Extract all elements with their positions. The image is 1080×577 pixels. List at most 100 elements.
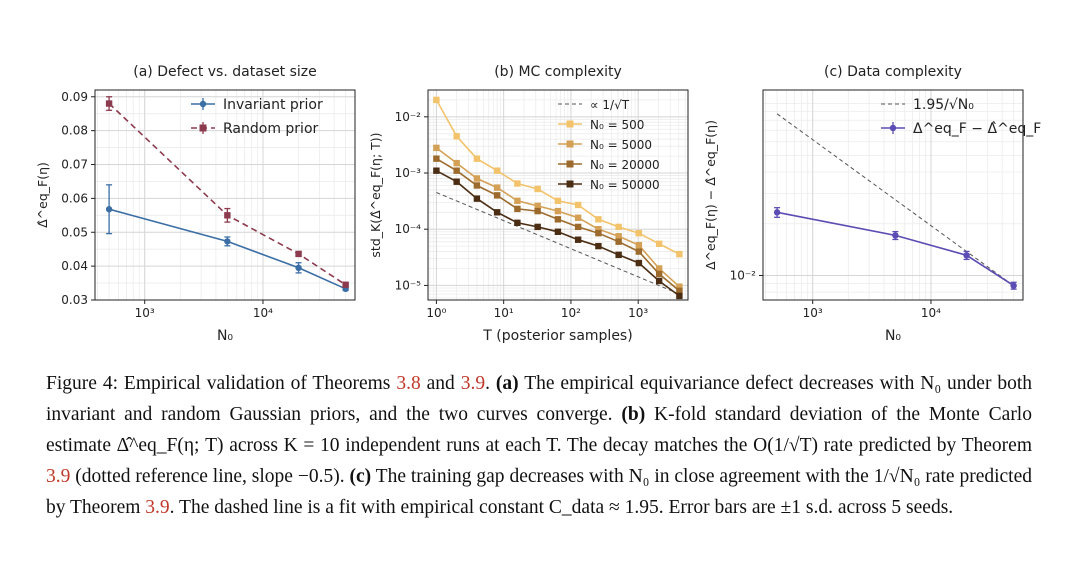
data-point [224,212,231,219]
caption-ref-theorem[interactable]: 3.8 [396,373,421,394]
x-tick-label: 10⁴ [253,306,273,320]
data-point [655,240,663,248]
legend-label: N₀ = 5000 [590,138,652,152]
data-point [615,238,622,245]
data-point [433,155,440,162]
data-point [615,223,622,231]
legend-label: Invariant prior [223,97,323,113]
legend-marker [566,160,574,168]
caption-tag-b: (b) [621,404,646,425]
data-point [514,219,521,227]
legend-marker [566,120,574,128]
series-line [776,211,1015,287]
legend-marker [199,124,207,132]
data-point [963,252,970,259]
y-tick-label: 0.07 [61,158,88,172]
legend-label: N₀ = 20000 [590,158,660,172]
data-point [433,144,440,152]
series-3 [433,155,683,295]
figure: 10³ 10⁴ 0.03 0.04 0.05 0.06 0.07 0.08 0.09 (a) De… [35,64,1041,344]
data-point [105,100,113,107]
y-tick-label: 10⁻⁵ [395,278,422,292]
data-point [595,226,602,233]
y-tick-label: 10⁻³ [395,166,422,180]
data-point [574,236,582,243]
data-point [493,192,501,199]
caption-ref-theorem[interactable]: 3.9 [46,466,71,487]
caption-ref-theorem[interactable]: 3.9 [145,497,170,518]
y-tick-label: 0.04 [61,259,88,273]
series-2 [433,144,683,290]
legend: Invariant prior Random prior [191,97,323,137]
chart-title: (b) MC complexity [494,64,622,80]
data-point [1010,282,1017,289]
data-point [453,167,460,174]
data-point [635,229,643,237]
data-point [773,209,781,216]
data-point [615,233,622,240]
series-4 [433,167,683,300]
data-point [295,264,302,272]
data-point [554,216,562,223]
grid [428,89,688,300]
y-tick-label: 10⁻⁴ [395,222,422,236]
caption-and: and [420,373,461,394]
data-point [453,178,460,185]
data-point [534,207,541,215]
chart-panel-2: 10⁰ 10¹ 10² 10³ 10⁻⁵ 10⁻⁴ 10⁻³ 10⁻² (b) MC compl… [368,64,689,344]
data-point [554,207,562,215]
y-tick-label: 10⁻² [395,110,422,124]
x-tick-label: 10² [561,306,581,320]
plot-area [105,96,349,293]
data-point [615,251,622,259]
x-tick-label: 10³ [628,306,648,320]
data-point [534,185,541,193]
legend-item: 1.95/√N₀ [881,97,974,113]
y-tick-label: 0.05 [61,225,88,239]
data-point [534,202,541,210]
data-point [493,209,501,216]
data-point [574,201,582,209]
caption-tag-a: (a) [495,373,519,394]
caption-label: Figure 4: Empirical validation of Theore… [46,373,397,394]
legend-label: 1.95/√N₀ [913,97,974,113]
data-point [224,238,231,245]
grid [95,90,356,301]
data-point [655,270,663,278]
data-point [892,232,899,239]
data-point [534,223,541,231]
data-point [676,292,683,300]
x-axis-label: T (posterior samples) [482,328,632,344]
series-2 [105,96,349,288]
legend-item: Invariant prior [191,97,323,113]
caption-text-c-end: . The dashed line is a fit with empirica… [169,497,954,518]
axes-frame [427,89,689,301]
series-1 [105,184,349,293]
x-tick-label: 10¹ [494,306,514,320]
figure-caption: Figure 4: Empirical validation of Theore… [46,368,1032,523]
legend-label: N₀ = 50000 [590,178,660,192]
data-point [493,167,501,174]
y-tick-label: 0.09 [61,90,88,104]
legend-item: N₀ = 500 [558,118,644,132]
legend-label: Random prior [223,121,319,137]
caption-text-c: The training gap decreases with N₀ in cl… [46,466,1032,518]
caption-tag-c: (c) [349,466,372,487]
legend-label: N₀ = 500 [590,118,644,132]
legend-item: Δ^eq_F − Δ̂^eq_F [881,121,1041,137]
series-1 [433,96,683,258]
chart-title: (c) Data complexity [824,64,962,80]
y-axis-label: Δ^eq_F(η) − Δ̂^eq_F(η) [703,120,718,270]
data-point [473,195,481,202]
caption-text-b-end: (dotted reference line, slope −0.5). [70,466,350,487]
x-tick-label: 10³ [803,306,823,320]
caption-text-b: K-fold standard deviation of the Monte C… [46,404,1032,456]
x-axis-label: N₀ [217,328,233,344]
data-point [514,180,521,187]
caption-ref-theorem[interactable]: 3.9 [460,373,486,394]
legend-item: ∝ 1/√T [558,98,630,112]
series-1 [773,207,1017,290]
series-line [108,208,346,290]
data-point [453,159,460,167]
reference-line [436,192,679,295]
